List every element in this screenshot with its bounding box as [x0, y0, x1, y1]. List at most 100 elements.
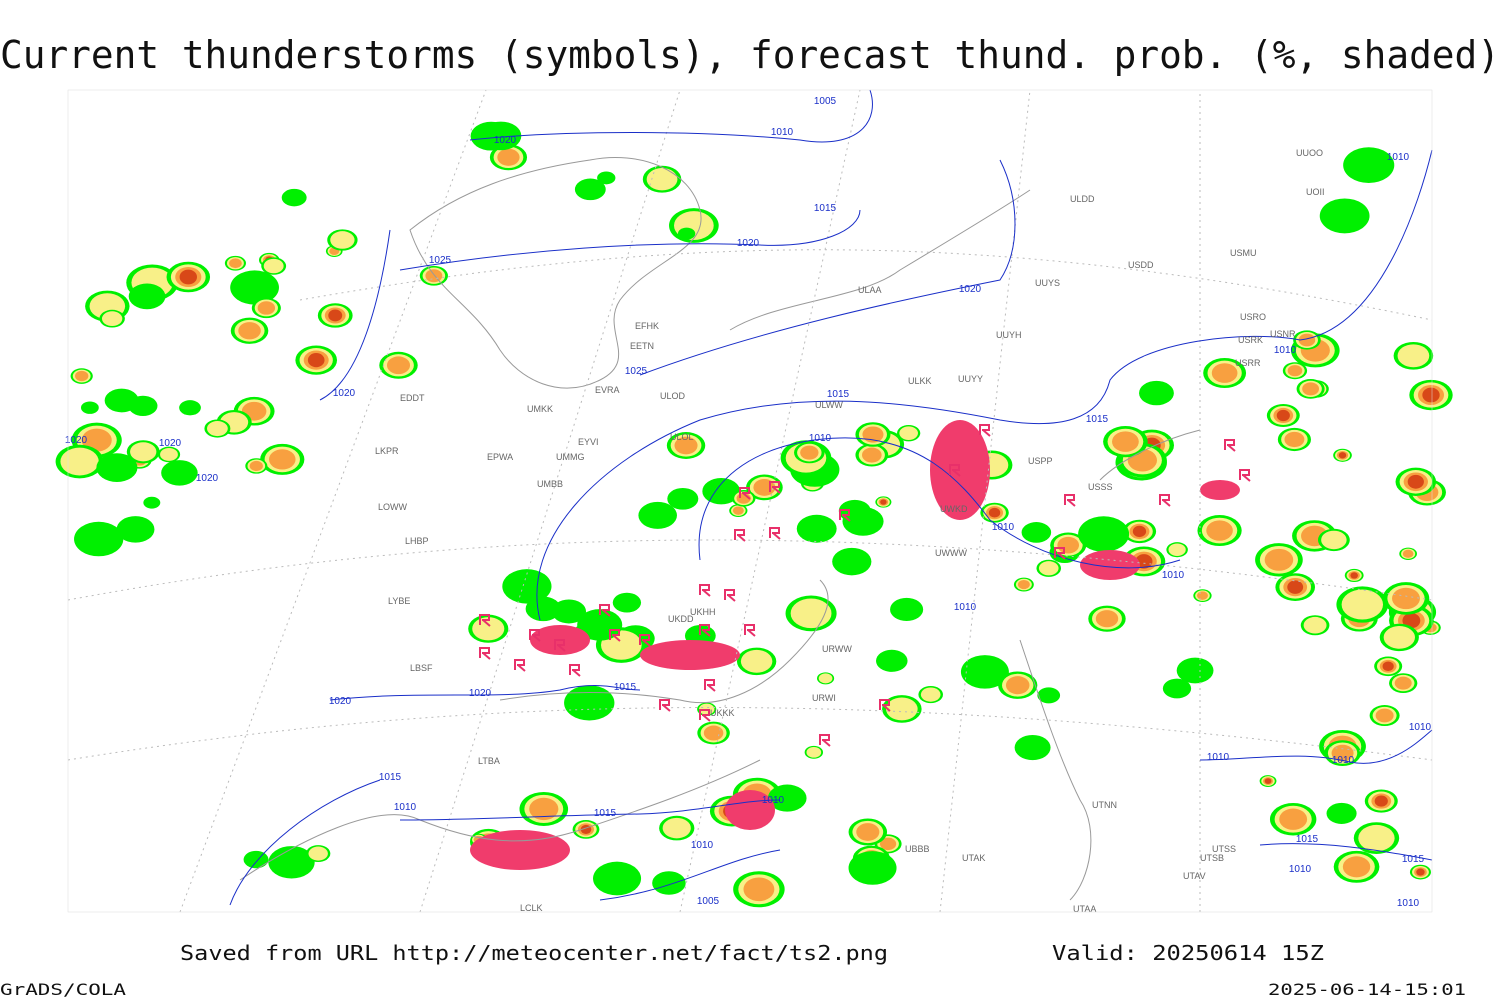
isobar-label: 1015 [1296, 834, 1319, 845]
isobar-label: 1020 [494, 135, 517, 146]
shade-blob [1350, 572, 1358, 579]
isobar-label: 1010 [1387, 152, 1410, 163]
shade-blob [81, 428, 112, 452]
station-label: EVRA [595, 385, 620, 395]
isobar-label: 1020 [333, 388, 356, 399]
station-label: USRR [1235, 358, 1261, 368]
isobar-label: 1010 [1207, 752, 1230, 763]
shade-blob [1402, 549, 1414, 558]
thunderstorm-symbols [479, 424, 1251, 747]
storm-symbol [1239, 469, 1251, 482]
isobar-label: 1010 [954, 602, 977, 613]
shade-blob [1095, 610, 1119, 628]
station-label: UOII [1306, 187, 1325, 197]
storm-symbol [599, 604, 611, 617]
shade-blob [497, 148, 520, 166]
storm-symbol [639, 634, 651, 647]
shade-blob [646, 168, 678, 191]
shade-blob [116, 516, 155, 543]
shade-blob [1021, 522, 1052, 543]
storm-symbol [744, 624, 756, 637]
shade-blob [101, 311, 123, 327]
shade-blob [1037, 687, 1061, 704]
shade-blob [1139, 380, 1174, 406]
shade-blob [1358, 824, 1395, 852]
storm-symbol [699, 624, 711, 637]
isobar-label: 1020 [329, 696, 352, 707]
storm-symbol [724, 589, 736, 602]
shade-blob [60, 447, 99, 476]
coastlines [239, 156, 1201, 901]
shade-blob [574, 178, 606, 201]
shade-high [1080, 550, 1140, 580]
isobar-label: 1015 [814, 203, 837, 214]
shade-blob [1287, 580, 1304, 594]
isobar-label: 1010 [1162, 570, 1185, 581]
shade-blob [1341, 589, 1384, 620]
shade-blob [743, 877, 775, 902]
shade-blob [179, 400, 201, 416]
shade-blob [281, 188, 307, 207]
shade-blob [899, 426, 918, 440]
storm-symbol [1064, 494, 1076, 507]
station-label: UKKK [710, 708, 735, 718]
shade-blob [307, 353, 325, 368]
shade-blob [1279, 808, 1308, 830]
station-label: USMU [1230, 248, 1257, 258]
station-label: UKHH [690, 607, 716, 617]
isobar-label: 1025 [625, 366, 648, 377]
isobar-label: 1010 [1289, 864, 1312, 875]
station-label: ULDD [1070, 194, 1095, 204]
station-label: USNR [1270, 329, 1296, 339]
shade-blob [988, 507, 1001, 518]
isobar-label: 1020 [469, 688, 492, 699]
storm-symbol [554, 639, 566, 652]
shade-blob [1264, 778, 1272, 784]
shade-blob [128, 395, 158, 417]
station-label: LYBE [388, 596, 410, 606]
isobar-label: 1010 [394, 802, 417, 813]
shade-blob [96, 453, 138, 482]
shade-blob [328, 309, 343, 322]
storm-symbol [699, 584, 711, 597]
storm-symbol [1159, 494, 1171, 507]
shade-blob [1196, 591, 1208, 600]
shade-blob [257, 301, 276, 315]
shade-blob [1264, 548, 1294, 571]
shade-blob [1394, 676, 1412, 690]
shade-blob [702, 477, 741, 505]
shade-blob [179, 269, 197, 285]
shade-blob [842, 506, 884, 536]
shade-blob [862, 426, 884, 443]
isobar-label: 1020 [159, 438, 182, 449]
shade-blob [1287, 365, 1303, 377]
shade-blob [856, 823, 880, 841]
station-label: UMKK [527, 404, 553, 414]
storm-symbol [1224, 439, 1236, 452]
shade-blob [1375, 708, 1394, 723]
storm-symbol [1054, 547, 1066, 560]
isobar-label: 1015 [1402, 854, 1425, 865]
shade-blob [161, 460, 198, 486]
shade-blob [886, 697, 918, 721]
shade-blob [143, 496, 161, 509]
storm-symbol [699, 709, 711, 722]
storm-symbol [704, 679, 716, 692]
station-label: USSS [1088, 482, 1113, 492]
storm-symbol [739, 487, 751, 500]
isobar-label: 1010 [771, 127, 794, 138]
shade-blob [1276, 409, 1290, 422]
timestamp: 2025-06-14-15:01 [1268, 980, 1466, 999]
shade-blob [1298, 333, 1316, 347]
shade-blob [1057, 536, 1080, 554]
storm-symbol [769, 527, 781, 540]
station-label: LBSF [410, 663, 433, 673]
shade-blob [1017, 579, 1030, 590]
shade-blob [879, 837, 897, 851]
station-label: ULOL [670, 432, 694, 442]
storm-symbol [819, 734, 831, 747]
isobar-label: 1010 [762, 795, 785, 806]
station-label: UWWW [935, 548, 967, 558]
station-label: LHBP [405, 536, 429, 546]
storm-symbol [514, 659, 526, 672]
